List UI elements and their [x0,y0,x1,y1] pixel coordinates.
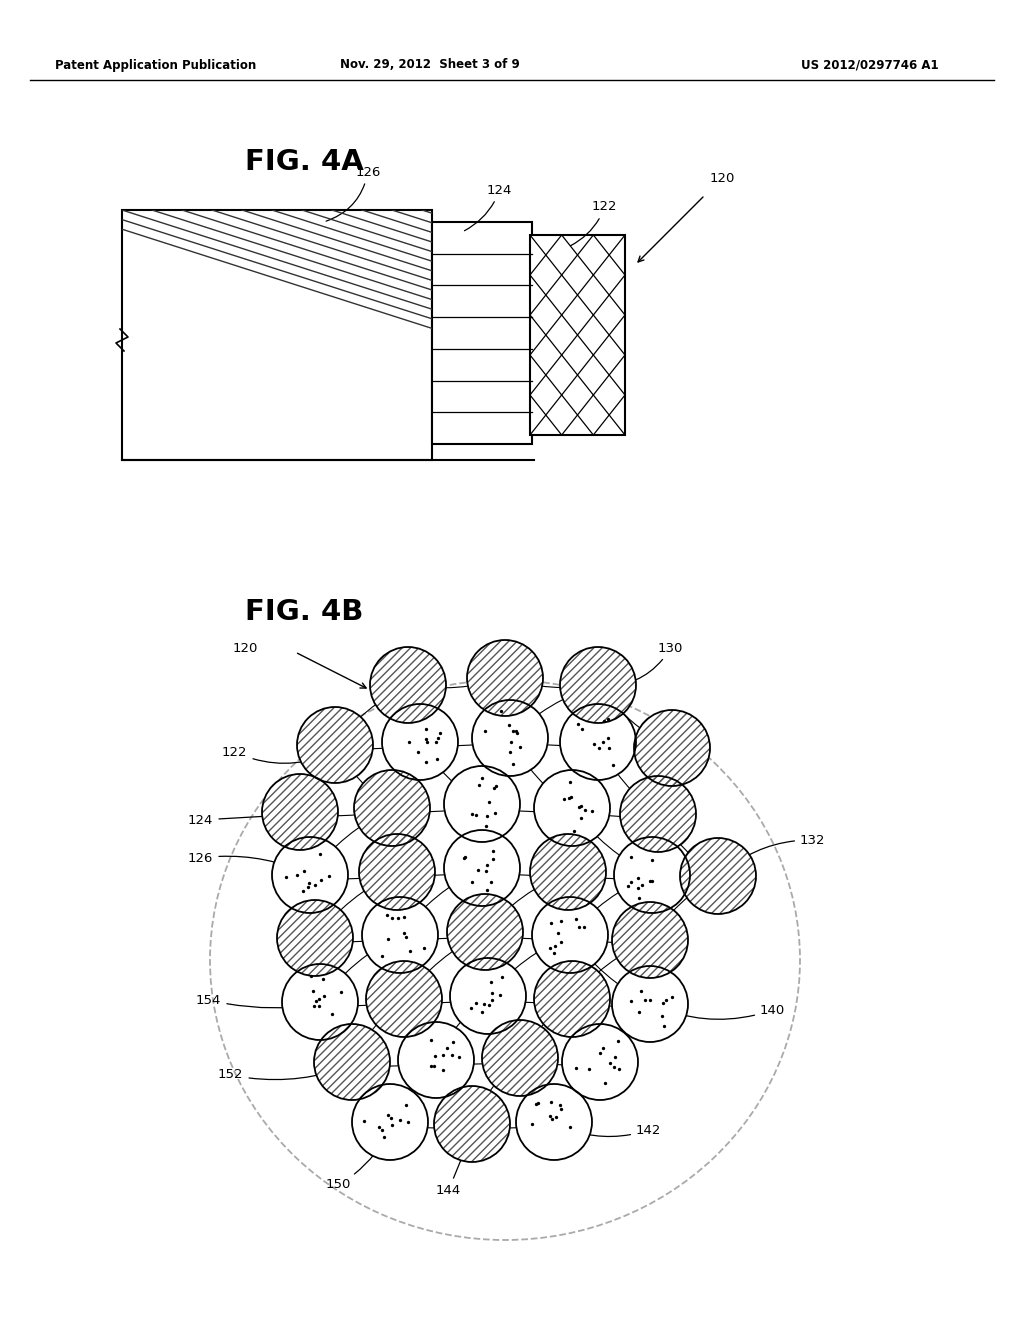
Circle shape [680,838,756,913]
Circle shape [444,830,520,906]
Text: 144: 144 [436,1130,473,1196]
Circle shape [482,1020,558,1096]
Text: FIG. 4A: FIG. 4A [245,148,364,176]
Text: 126: 126 [188,851,308,874]
Text: 124: 124 [465,183,512,231]
Text: 126: 126 [326,165,381,222]
Text: 120: 120 [710,172,735,185]
Text: 122: 122 [570,201,617,246]
Circle shape [620,776,696,851]
Bar [530,235,625,436]
Text: 132: 132 [723,833,825,874]
Text: US 2012/0297746 A1: US 2012/0297746 A1 [801,58,939,71]
Circle shape [467,640,543,715]
Bar [122,210,432,459]
Circle shape [612,902,688,978]
Text: Nov. 29, 2012  Sheet 3 of 9: Nov. 29, 2012 Sheet 3 of 9 [340,58,520,71]
Circle shape [516,1084,592,1160]
Bar [432,222,532,444]
Circle shape [272,837,348,913]
Text: 140: 140 [655,1003,785,1019]
Circle shape [278,900,353,975]
Text: 142: 142 [558,1123,662,1137]
Circle shape [534,961,610,1038]
Circle shape [634,710,710,785]
Text: 150: 150 [326,1130,390,1192]
Circle shape [362,898,438,973]
Circle shape [352,1084,428,1160]
Circle shape [534,770,610,846]
Circle shape [444,766,520,842]
Circle shape [472,700,548,776]
Circle shape [297,708,373,783]
Circle shape [314,1024,390,1100]
Circle shape [530,834,606,909]
Circle shape [370,647,446,723]
Text: 130: 130 [601,642,683,686]
Text: 120: 120 [232,642,258,655]
Circle shape [560,704,636,780]
Circle shape [398,1022,474,1098]
Circle shape [612,966,688,1041]
Circle shape [560,647,636,723]
Circle shape [262,774,338,850]
Circle shape [366,961,442,1038]
Text: 154: 154 [196,994,317,1008]
Text: 124: 124 [188,812,300,826]
Text: Patent Application Publication: Patent Application Publication [55,58,256,71]
Text: FIG. 4B: FIG. 4B [245,598,364,626]
Circle shape [562,1024,638,1100]
Circle shape [447,894,523,970]
Circle shape [434,1086,510,1162]
Circle shape [359,834,435,909]
Circle shape [614,837,690,913]
Circle shape [354,770,430,846]
Text: 152: 152 [218,1065,350,1081]
Circle shape [382,704,458,780]
Text: 122: 122 [222,746,336,763]
Circle shape [532,898,608,973]
Circle shape [282,964,358,1040]
Circle shape [450,958,526,1034]
